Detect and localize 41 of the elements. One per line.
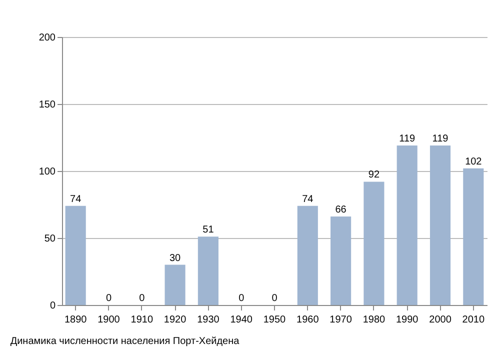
y-tick-label: 100: [38, 166, 56, 178]
bar: [164, 264, 186, 305]
data-label: 119: [399, 134, 416, 145]
bar: [297, 206, 318, 305]
x-tick-label: 1890: [64, 314, 88, 326]
x-tick-label: 1980: [362, 314, 386, 326]
data-label: 0: [272, 293, 278, 304]
y-tick-label: 150: [38, 100, 56, 110]
bar: [396, 146, 418, 305]
data-label: 51: [202, 224, 214, 236]
bar: [430, 146, 451, 305]
y-tick-label: 200: [38, 32, 56, 44]
x-tick-label: 1990: [396, 314, 419, 326]
data-label: 74: [70, 194, 82, 205]
bar: [463, 168, 484, 305]
bar: [65, 206, 86, 305]
data-label: 0: [238, 293, 245, 304]
x-tick-label: 1960: [296, 314, 320, 326]
x-tick-label: 1910: [130, 314, 154, 326]
text: Динамика численности населения Порт-Хейдена: [10, 336, 240, 347]
x-tick-label: 1930: [197, 314, 220, 326]
bar: [198, 236, 218, 305]
data-label: 66: [335, 204, 347, 216]
x-tick-label: 1950: [263, 314, 286, 326]
bar: [364, 182, 384, 305]
x-tick-label: 1940: [230, 314, 253, 326]
x-tick-label: 2010: [462, 314, 485, 326]
data-label: 119: [432, 134, 449, 145]
data-label: 0: [139, 293, 146, 304]
data-label: 92: [368, 170, 380, 181]
data-label: 30: [169, 252, 182, 264]
data-label: 102: [465, 156, 482, 168]
y-tick-label: 50: [44, 234, 56, 244]
x-tick-label: 2000: [429, 314, 452, 326]
bar: [330, 216, 352, 305]
data-label: 74: [302, 194, 314, 205]
y-tick-label: 0: [50, 300, 56, 312]
x-tick-label: 1920: [164, 314, 187, 326]
x-tick-label: 1900: [98, 314, 120, 326]
data-label: 0: [106, 293, 112, 304]
x-tick-label: 1970: [330, 314, 352, 326]
